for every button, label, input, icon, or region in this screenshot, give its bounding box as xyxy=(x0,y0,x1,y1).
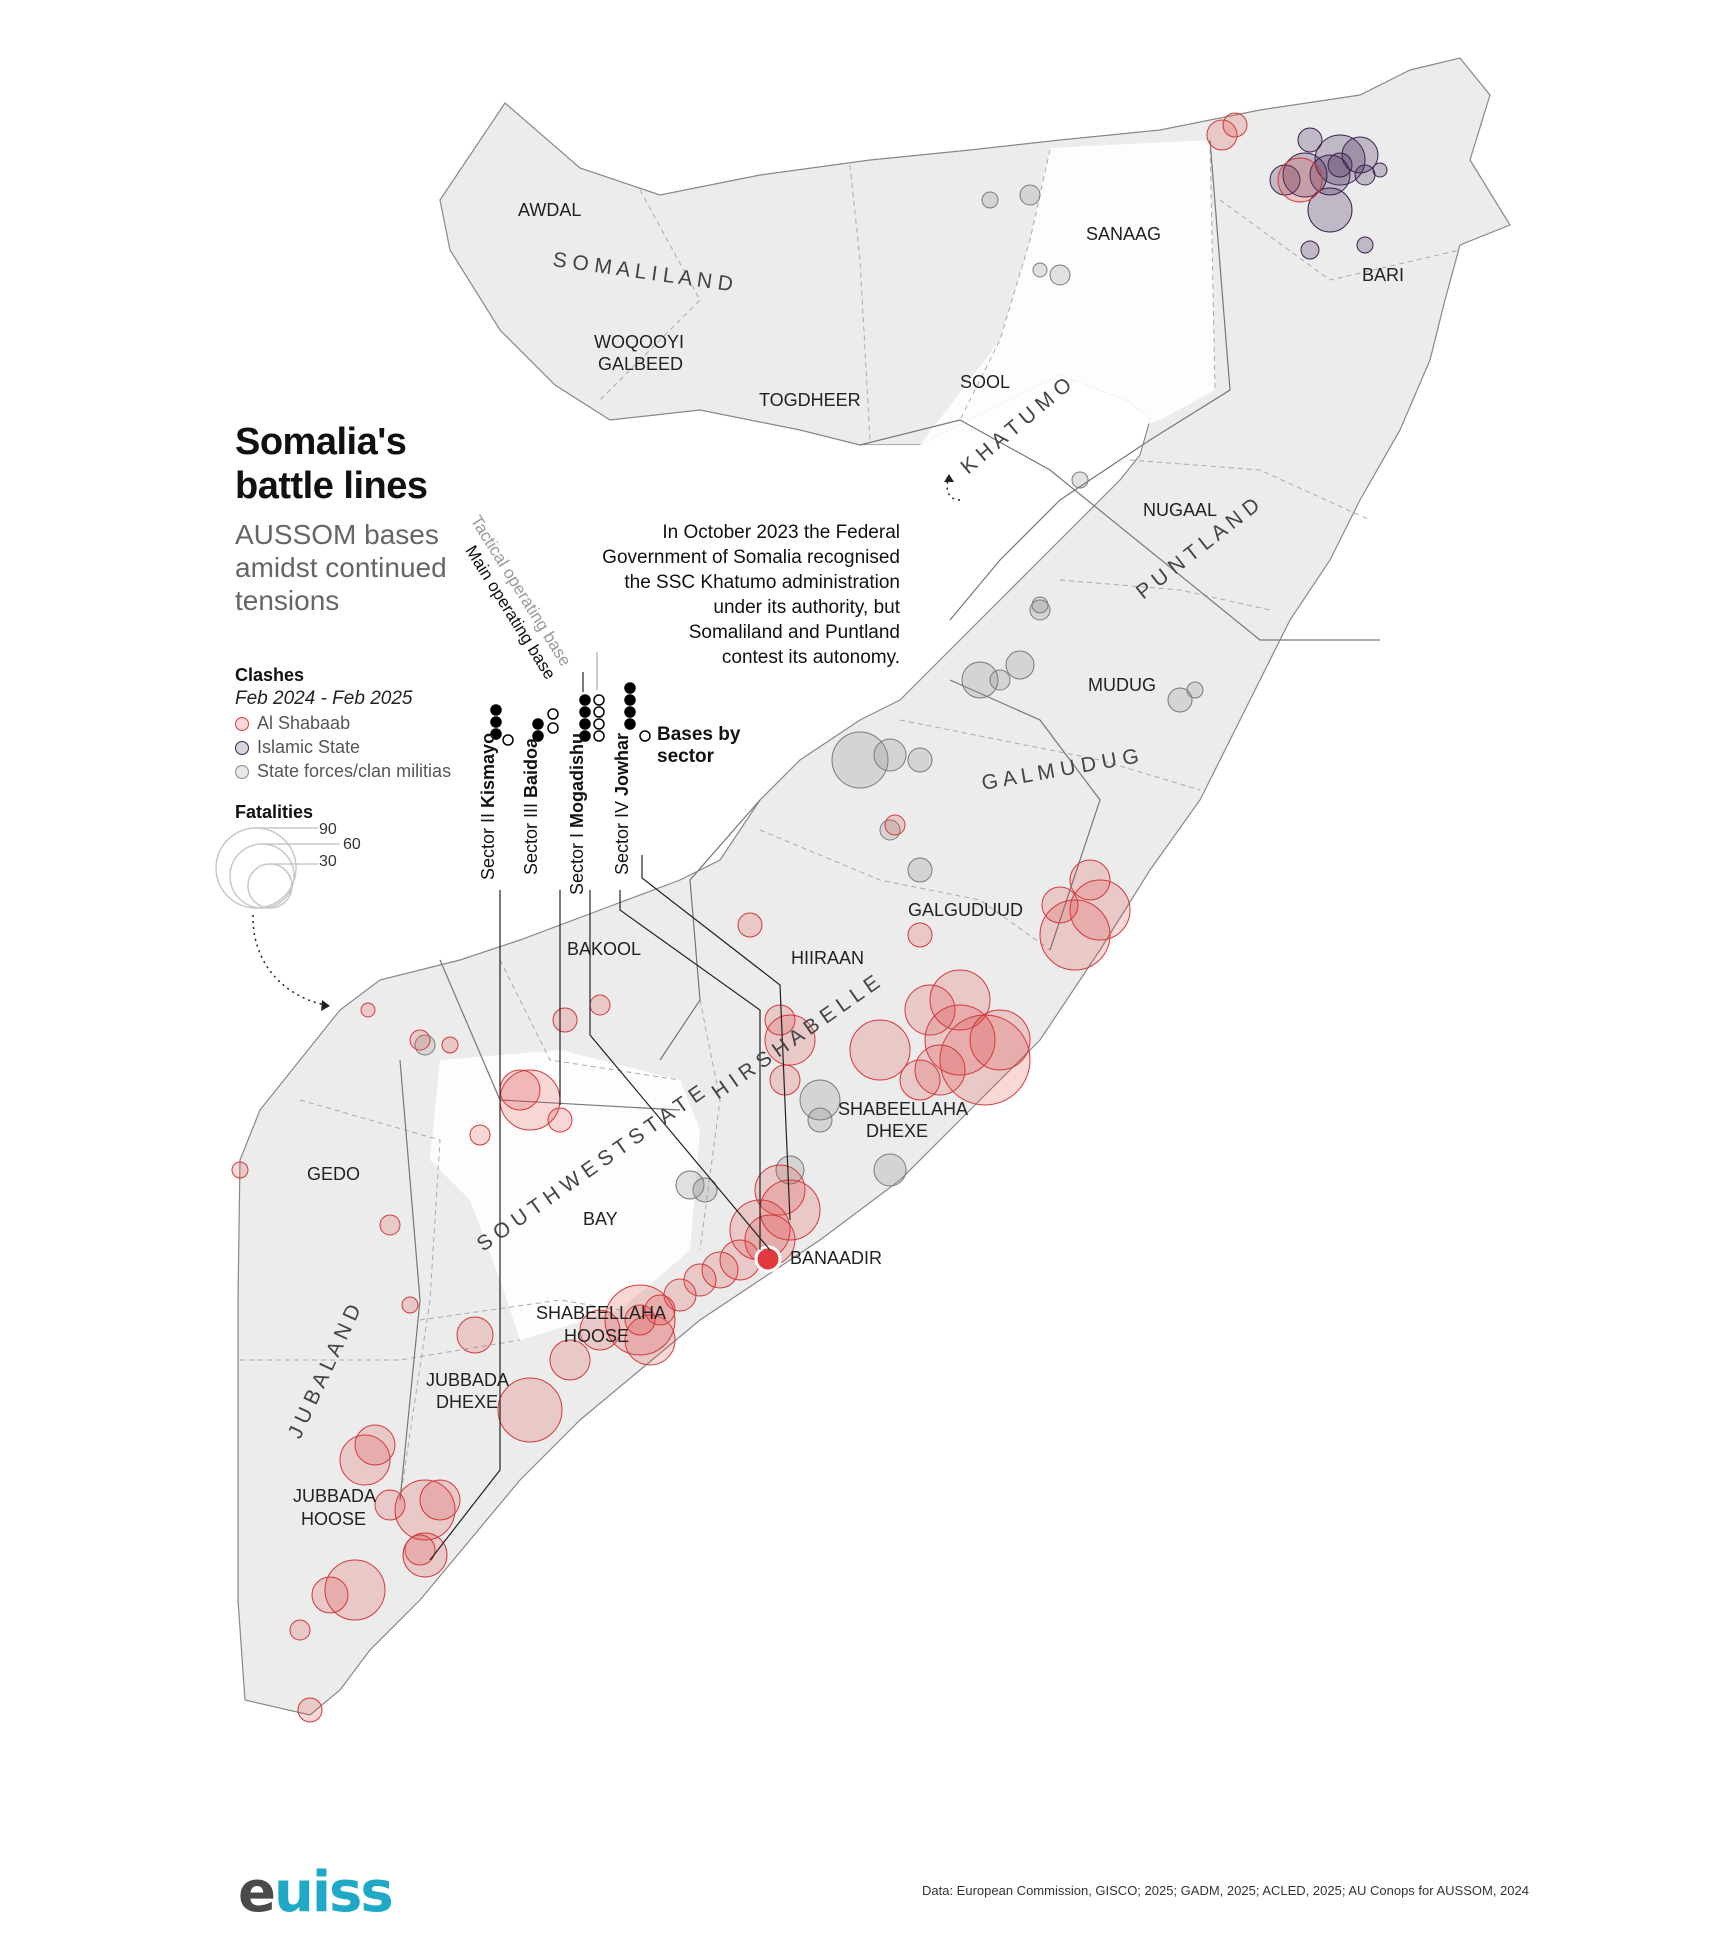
sector-baidoa-label: Sector III Baidoa xyxy=(521,737,541,875)
region-label-sool: SOOL xyxy=(960,372,1010,392)
clashes-period: Feb 2024 - Feb 2025 xyxy=(235,688,413,709)
source-note: Data: European Commission, GISCO; 2025; … xyxy=(922,1883,1529,1898)
logo-rest: uiss xyxy=(273,1860,394,1925)
legend-item-islamic-state: Islamic State xyxy=(235,737,451,758)
title-line-1: Somalia's xyxy=(235,421,407,463)
region-label-sanaag: SANAAG xyxy=(1086,224,1161,244)
region-label-gedo: GEDO xyxy=(307,1164,360,1184)
logo-first: e xyxy=(238,1860,276,1925)
fatalities-arrowhead xyxy=(321,1000,330,1011)
region-label-mudug: MUDUG xyxy=(1088,675,1156,695)
somalia-landmass xyxy=(237,57,1511,1716)
region-label-shabdhexe-1: SHABEELLAHA xyxy=(838,1099,968,1119)
region-label-jubhoose-2: HOOSE xyxy=(301,1509,366,1529)
fatalities-legend-circles xyxy=(215,827,340,909)
legend-item-al-shabaab: Al Shabaab xyxy=(235,713,451,734)
islamic-state-swatch xyxy=(235,740,249,755)
subtitle-line-3: tensions xyxy=(235,585,340,616)
sector-base-dots xyxy=(490,682,651,746)
region-label-shabhoose-1: SHABEELLAHA xyxy=(536,1303,666,1323)
annotation-line: Somaliland and Puntland xyxy=(688,622,900,643)
fatality-60-label: 60 xyxy=(343,836,361,853)
annotation-line: Government of Somalia recognised xyxy=(602,547,900,568)
region-label-woqooyi-2: GALBEED xyxy=(598,354,683,374)
region-label-woqooyi-1: WOQOOYI xyxy=(594,332,684,352)
khatumo-arrowhead xyxy=(944,474,954,482)
region-label-bari: BARI xyxy=(1362,265,1404,285)
map-title: Somalia's battle lines xyxy=(235,420,428,508)
al-shabaab-clashes xyxy=(231,112,1323,1723)
banaadir-marker xyxy=(754,1245,782,1273)
subtitle-line-2: amidst continued xyxy=(235,552,447,583)
state-forces-clashes xyxy=(414,184,1204,1203)
khatumo-annotation: In October 2023 the Federal Government o… xyxy=(560,520,900,670)
fatalities-arrow xyxy=(252,914,326,1006)
sector-jowhar-label: Sector IV Jowhar xyxy=(612,733,632,875)
region-label-togdheer: TOGDHEER xyxy=(759,390,861,410)
region-label-galguduud: GALGUDUUD xyxy=(908,900,1023,920)
region-label-bay: BAY xyxy=(583,1209,618,1229)
region-label-shabdhexe-2: DHEXE xyxy=(866,1121,928,1141)
sector-leader-lines xyxy=(429,855,791,1561)
khatumo-area xyxy=(860,140,1215,520)
region-label-bakool: BAKOOL xyxy=(567,939,641,959)
fatalities-title: Fatalities xyxy=(235,802,314,822)
region-label-jubdhexe-1: JUBBADA xyxy=(426,1370,509,1390)
legend-item-state-forces: State forces/clan militias xyxy=(235,761,451,782)
clashes-title: Clashes xyxy=(235,665,305,685)
legend-label: Islamic State xyxy=(257,737,361,757)
region-label-hiiraan: HIIRAAN xyxy=(791,948,864,968)
state-boundaries xyxy=(399,139,1380,1501)
legend-label: Al Shabaab xyxy=(257,713,351,733)
region-label-jubhoose-1: JUBBADA xyxy=(293,1486,376,1506)
annotation-line: contest its autonomy. xyxy=(721,647,900,668)
region-label-shabhoose-2: HOOSE xyxy=(564,1326,629,1346)
subtitle-line-1: AUSSOM bases xyxy=(235,519,439,550)
bases-by-sector-2: sector xyxy=(657,746,715,767)
islamic-state-clashes xyxy=(1269,127,1388,260)
region-label-jubdhexe-2: DHEXE xyxy=(436,1392,498,1412)
map-subtitle: AUSSOM bases amidst continued tensions xyxy=(235,518,447,617)
southwest-area xyxy=(430,1050,700,1340)
khatumo-arrow xyxy=(946,479,961,501)
annotation-line: In October 2023 the Federal xyxy=(662,522,900,543)
al-shabaab-swatch xyxy=(235,716,249,731)
region-label-awdal: AWDAL xyxy=(518,200,581,220)
region-label-nugaal: NUGAAL xyxy=(1143,500,1217,520)
region-label-banaadir: BANAADIR xyxy=(790,1248,882,1268)
fatality-90-label: 90 xyxy=(319,821,337,838)
annotation-line: under its authority, but xyxy=(713,597,900,618)
bases-by-sector-1: Bases by xyxy=(657,724,741,745)
title-line-2: battle lines xyxy=(235,465,428,507)
sector-mogadishu-label: Sector I Mogadishu xyxy=(567,733,587,895)
euiss-logo: euiss xyxy=(238,1860,394,1925)
sector-kismayo-label: Sector II Kismayo xyxy=(478,733,498,880)
clashes-legend: Clashes Feb 2024 - Feb 2025 Al Shabaab I… xyxy=(235,665,451,782)
region-boundaries xyxy=(240,139,1461,1501)
fatality-30-label: 30 xyxy=(319,853,337,870)
state-forces-swatch xyxy=(235,764,249,779)
legend-label: State forces/clan militias xyxy=(257,761,452,781)
annotation-line: the SSC Khatumo administration xyxy=(624,572,900,593)
